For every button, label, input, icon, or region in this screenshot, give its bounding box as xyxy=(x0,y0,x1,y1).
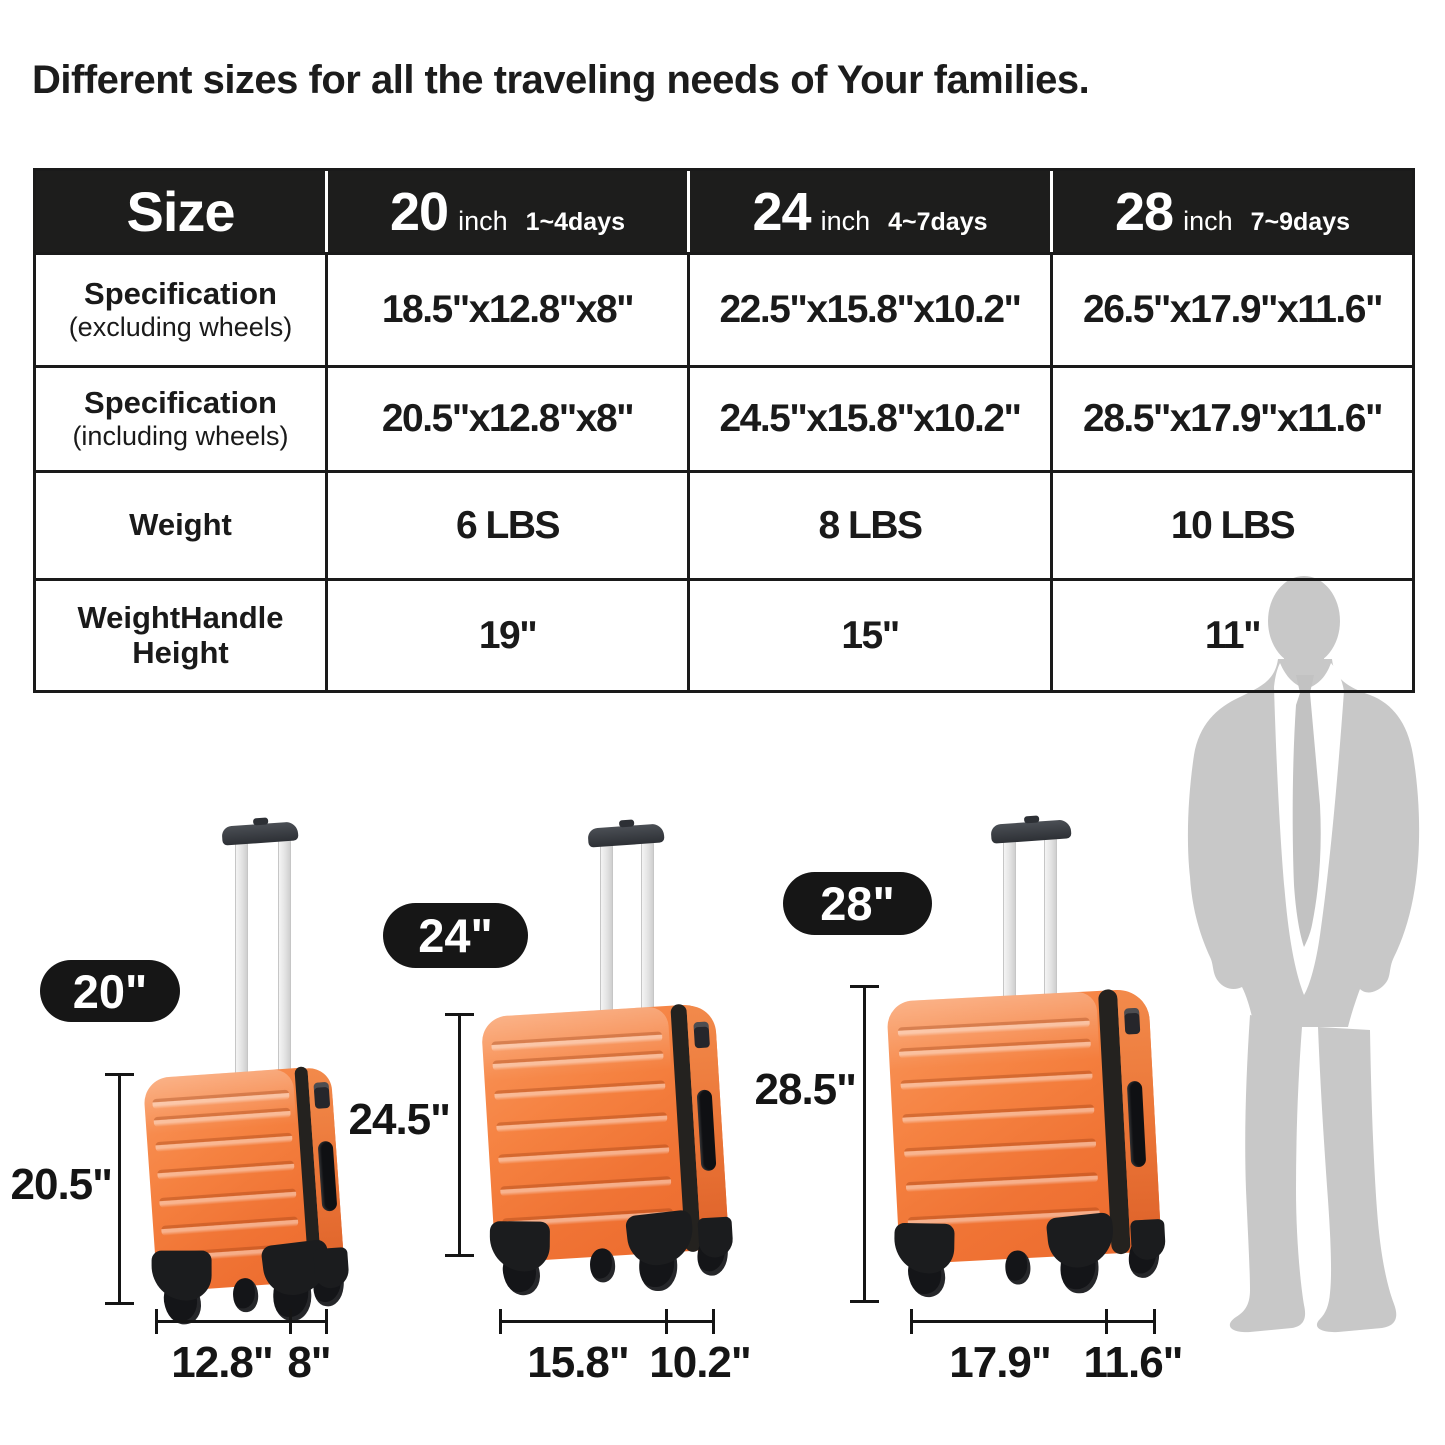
side-handle xyxy=(1127,1081,1147,1168)
suitcase-20-inch xyxy=(142,821,350,1347)
width-label-20: 12.8" xyxy=(171,1338,273,1387)
page-title: Different sizes for all the traveling ne… xyxy=(32,58,1090,102)
table-cell: 22.5"x15.8"x10.2" xyxy=(687,252,1053,368)
table-row: Weight 6 LBS 8 LBS 10 LBS xyxy=(33,470,1415,581)
corner-guard xyxy=(313,1246,350,1290)
tsa-lock-icon xyxy=(693,1021,711,1049)
table-cell: 8 LBS xyxy=(687,470,1053,581)
table-row: Specification (excluding wheels) 18.5"x12… xyxy=(33,252,1415,368)
tsa-lock-icon xyxy=(1124,1008,1141,1035)
suitcase-shell xyxy=(142,1065,350,1329)
corner-guard xyxy=(625,1209,697,1269)
table-cell: 26.5"x17.9"x11.6" xyxy=(1050,252,1415,368)
height-measure-line-28 xyxy=(850,985,879,1303)
silhouette-left-leg xyxy=(1229,1015,1306,1333)
depth-label-28: 11.6" xyxy=(1083,1338,1183,1387)
height-measure-line-20 xyxy=(105,1073,134,1305)
table-row: Specification (including wheels) 20.5"x12… xyxy=(33,365,1415,473)
width-label-24: 15.8" xyxy=(527,1338,629,1387)
header-28-inch: 28 inch 7~9days xyxy=(1050,168,1415,255)
corner-guard xyxy=(1045,1211,1117,1271)
height-measure-line-24 xyxy=(445,1013,474,1257)
table-cell: 28.5"x17.9"x11.6" xyxy=(1050,365,1415,473)
trolley-pole xyxy=(1044,836,1057,1006)
row-label: WeightHandle Height xyxy=(33,578,328,693)
table-cell: 18.5"x12.8"x8" xyxy=(325,252,690,368)
width-measure-line-20 xyxy=(155,1309,328,1334)
wheel xyxy=(588,1247,616,1284)
trolley-pole xyxy=(600,840,613,1020)
depth-label-20: 8" xyxy=(287,1338,331,1387)
badge-20-inch: 20" xyxy=(40,960,180,1022)
side-handle xyxy=(317,1140,337,1212)
corner-guard xyxy=(893,1222,955,1274)
header-20-inch: 20 inch 1~4days xyxy=(325,168,689,255)
measure-tick xyxy=(1105,1309,1108,1334)
suitcase-24-inch xyxy=(480,823,738,1344)
height-label-20: 20.5" xyxy=(10,1160,114,1209)
row-label: Weight xyxy=(33,470,328,581)
silhouette-right-leg xyxy=(1316,1027,1397,1333)
corner-guard xyxy=(489,1221,550,1272)
side-handle xyxy=(696,1089,717,1172)
height-label-24: 24.5" xyxy=(348,1095,452,1144)
measure-tick xyxy=(289,1309,292,1334)
corner-guard xyxy=(151,1250,212,1301)
header-24-inch: 24 inch 4~7days xyxy=(687,168,1052,255)
depth-label-24: 10.2" xyxy=(649,1338,751,1387)
trolley-pole xyxy=(1003,836,1016,1006)
row-label: Specification (including wheels) xyxy=(33,365,328,473)
table-cell: 19" xyxy=(325,578,690,693)
table-cell: 24.5"x15.8"x10.2" xyxy=(687,365,1053,473)
trolley-pole xyxy=(278,838,291,1086)
badge-28-inch: 28" xyxy=(783,872,932,935)
size-spec-table: Size 20 inch 1~4days 24 inch 4~7days 28 inch 7… xyxy=(33,168,1415,693)
width-label-28: 17.9" xyxy=(949,1338,1051,1387)
wheel xyxy=(1004,1249,1032,1286)
silhouette-tie xyxy=(1292,675,1321,947)
width-measure-line-28 xyxy=(910,1309,1156,1334)
table-cell: 6 LBS xyxy=(325,470,690,581)
table-cell: 10 LBS xyxy=(1050,470,1415,581)
width-measure-line-24 xyxy=(499,1309,715,1334)
table-header-row: Size 20 inch 1~4days 24 inch 4~7days 28 inch 7… xyxy=(33,168,1415,255)
table-cell: 20.5"x12.8"x8" xyxy=(325,365,690,473)
corner-guard xyxy=(697,1216,734,1259)
trolley-handle-grip xyxy=(990,819,1072,844)
wheel xyxy=(232,1277,260,1313)
trolley-pole xyxy=(641,840,654,1020)
man-silhouette xyxy=(1187,576,1420,1333)
trolley-pole xyxy=(235,838,248,1086)
measure-tick xyxy=(665,1309,668,1334)
suitcase-shell xyxy=(886,988,1167,1302)
table-cell: 15" xyxy=(687,578,1053,693)
row-label: Specification (excluding wheels) xyxy=(33,252,328,368)
suitcase-shell xyxy=(480,1003,734,1300)
corner-guard xyxy=(1130,1218,1167,1261)
table-cell: 11" xyxy=(1050,578,1415,693)
badge-24-inch: 24" xyxy=(383,903,528,968)
table-row: WeightHandle Height 19" 15" 11" xyxy=(33,578,1415,693)
tsa-lock-icon xyxy=(313,1081,331,1109)
header-size: Size xyxy=(33,168,327,255)
height-label-28: 28.5" xyxy=(754,1065,858,1114)
suitcase-28-inch xyxy=(886,819,1167,1350)
